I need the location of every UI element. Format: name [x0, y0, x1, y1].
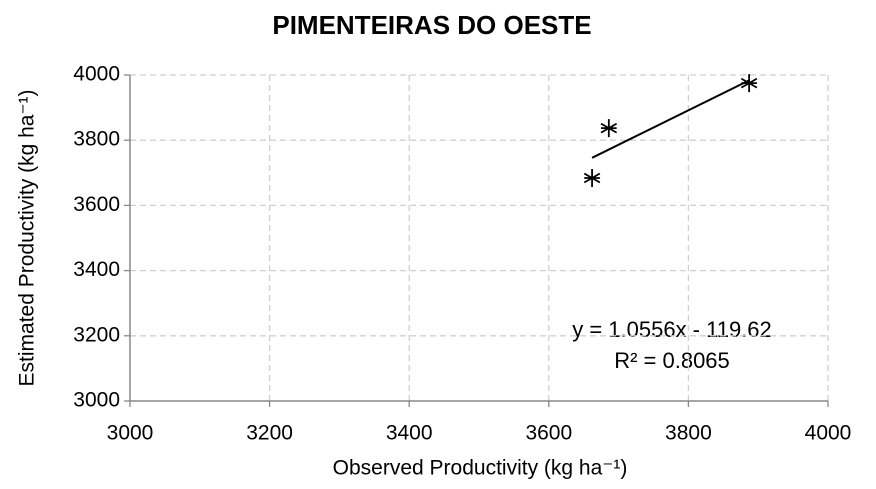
- x-axis-title: Observed Productivity (kg ha⁻¹): [333, 457, 628, 480]
- chart-title: PIMENTEIRAS DO OESTE: [272, 10, 591, 40]
- y-tick-label: 3200: [73, 323, 120, 346]
- point: [740, 74, 758, 93]
- x-tick-label: 3400: [386, 422, 433, 445]
- y-tick-label: 3000: [73, 389, 120, 412]
- trendline-r2: R² = 0.8065: [614, 348, 730, 373]
- point: [583, 169, 601, 188]
- y-tick-label: 4000: [73, 63, 120, 86]
- y-tick-label: 3400: [73, 258, 120, 281]
- x-tick-label: 3000: [107, 422, 154, 445]
- y-tick-label: 3800: [73, 128, 120, 151]
- point: [600, 119, 618, 138]
- x-tick-label: 3800: [665, 422, 712, 445]
- x-tick-label: 3600: [525, 422, 572, 445]
- trendline-equation: y = 1.0556x - 119.62: [572, 317, 772, 342]
- trendline: [591, 79, 750, 159]
- x-tick-label: 4000: [805, 422, 852, 445]
- y-tick-label: 3600: [73, 193, 120, 216]
- x-tick-label: 3200: [246, 422, 293, 445]
- y-axis-title: Estimated Productivity (kg ha⁻¹): [16, 89, 39, 386]
